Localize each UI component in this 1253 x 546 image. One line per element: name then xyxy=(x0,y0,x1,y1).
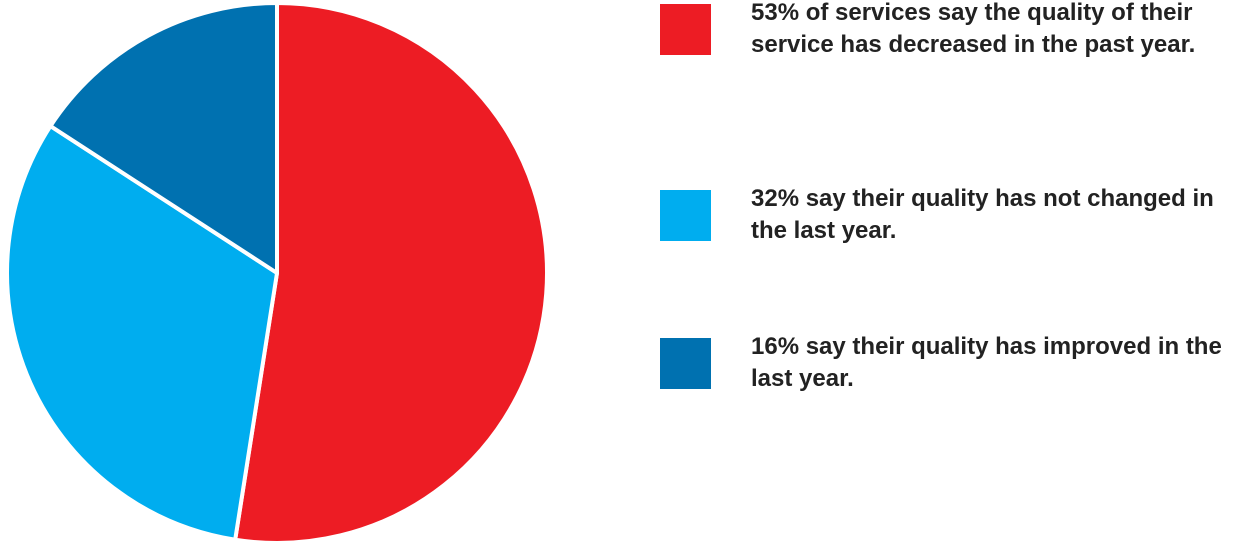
legend-swatch-improved xyxy=(660,338,711,389)
pie-slice-decreased xyxy=(233,1,549,545)
legend-swatch-not-changed xyxy=(660,190,711,241)
legend-label-decreased: 53% of services say the quality of their… xyxy=(751,0,1196,58)
legend-swatch-decreased xyxy=(660,4,711,55)
legend-label-improved: 16% say their quality has improved in th… xyxy=(751,333,1222,392)
pie-chart xyxy=(5,1,549,545)
legend: 53% of services say the quality of their… xyxy=(660,0,1253,546)
legend-label-not-changed: 32% say their quality has not changed in… xyxy=(751,185,1214,244)
pie-slice-improved xyxy=(48,1,279,275)
